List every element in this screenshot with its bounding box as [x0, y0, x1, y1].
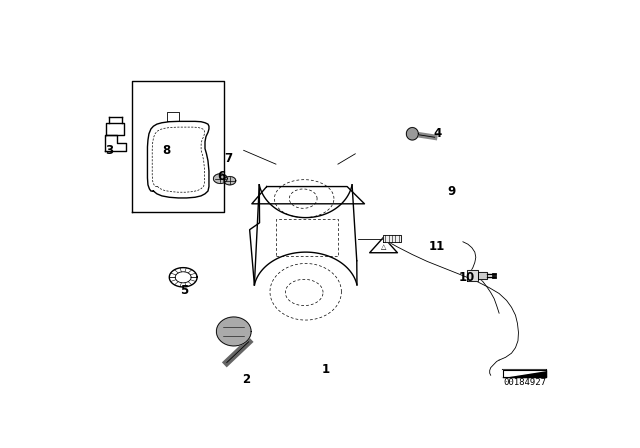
- Text: △: △: [381, 245, 386, 250]
- Text: 3: 3: [105, 144, 113, 157]
- Polygon shape: [383, 234, 401, 242]
- Text: 10: 10: [459, 271, 475, 284]
- Text: 2: 2: [242, 373, 250, 386]
- Text: 6: 6: [217, 170, 225, 183]
- Polygon shape: [467, 271, 478, 281]
- Text: 00184927: 00184927: [503, 378, 546, 387]
- Text: 5: 5: [180, 284, 188, 297]
- Polygon shape: [502, 370, 547, 377]
- Polygon shape: [213, 174, 227, 184]
- Text: 8: 8: [163, 144, 171, 157]
- Text: 1: 1: [321, 363, 330, 376]
- Text: 9: 9: [448, 185, 456, 198]
- Polygon shape: [478, 272, 486, 279]
- Text: 11: 11: [429, 241, 445, 254]
- Text: 7: 7: [225, 152, 233, 165]
- Text: 4: 4: [433, 127, 441, 140]
- Polygon shape: [216, 317, 251, 346]
- Polygon shape: [406, 128, 419, 140]
- Polygon shape: [502, 370, 547, 377]
- Polygon shape: [224, 177, 236, 185]
